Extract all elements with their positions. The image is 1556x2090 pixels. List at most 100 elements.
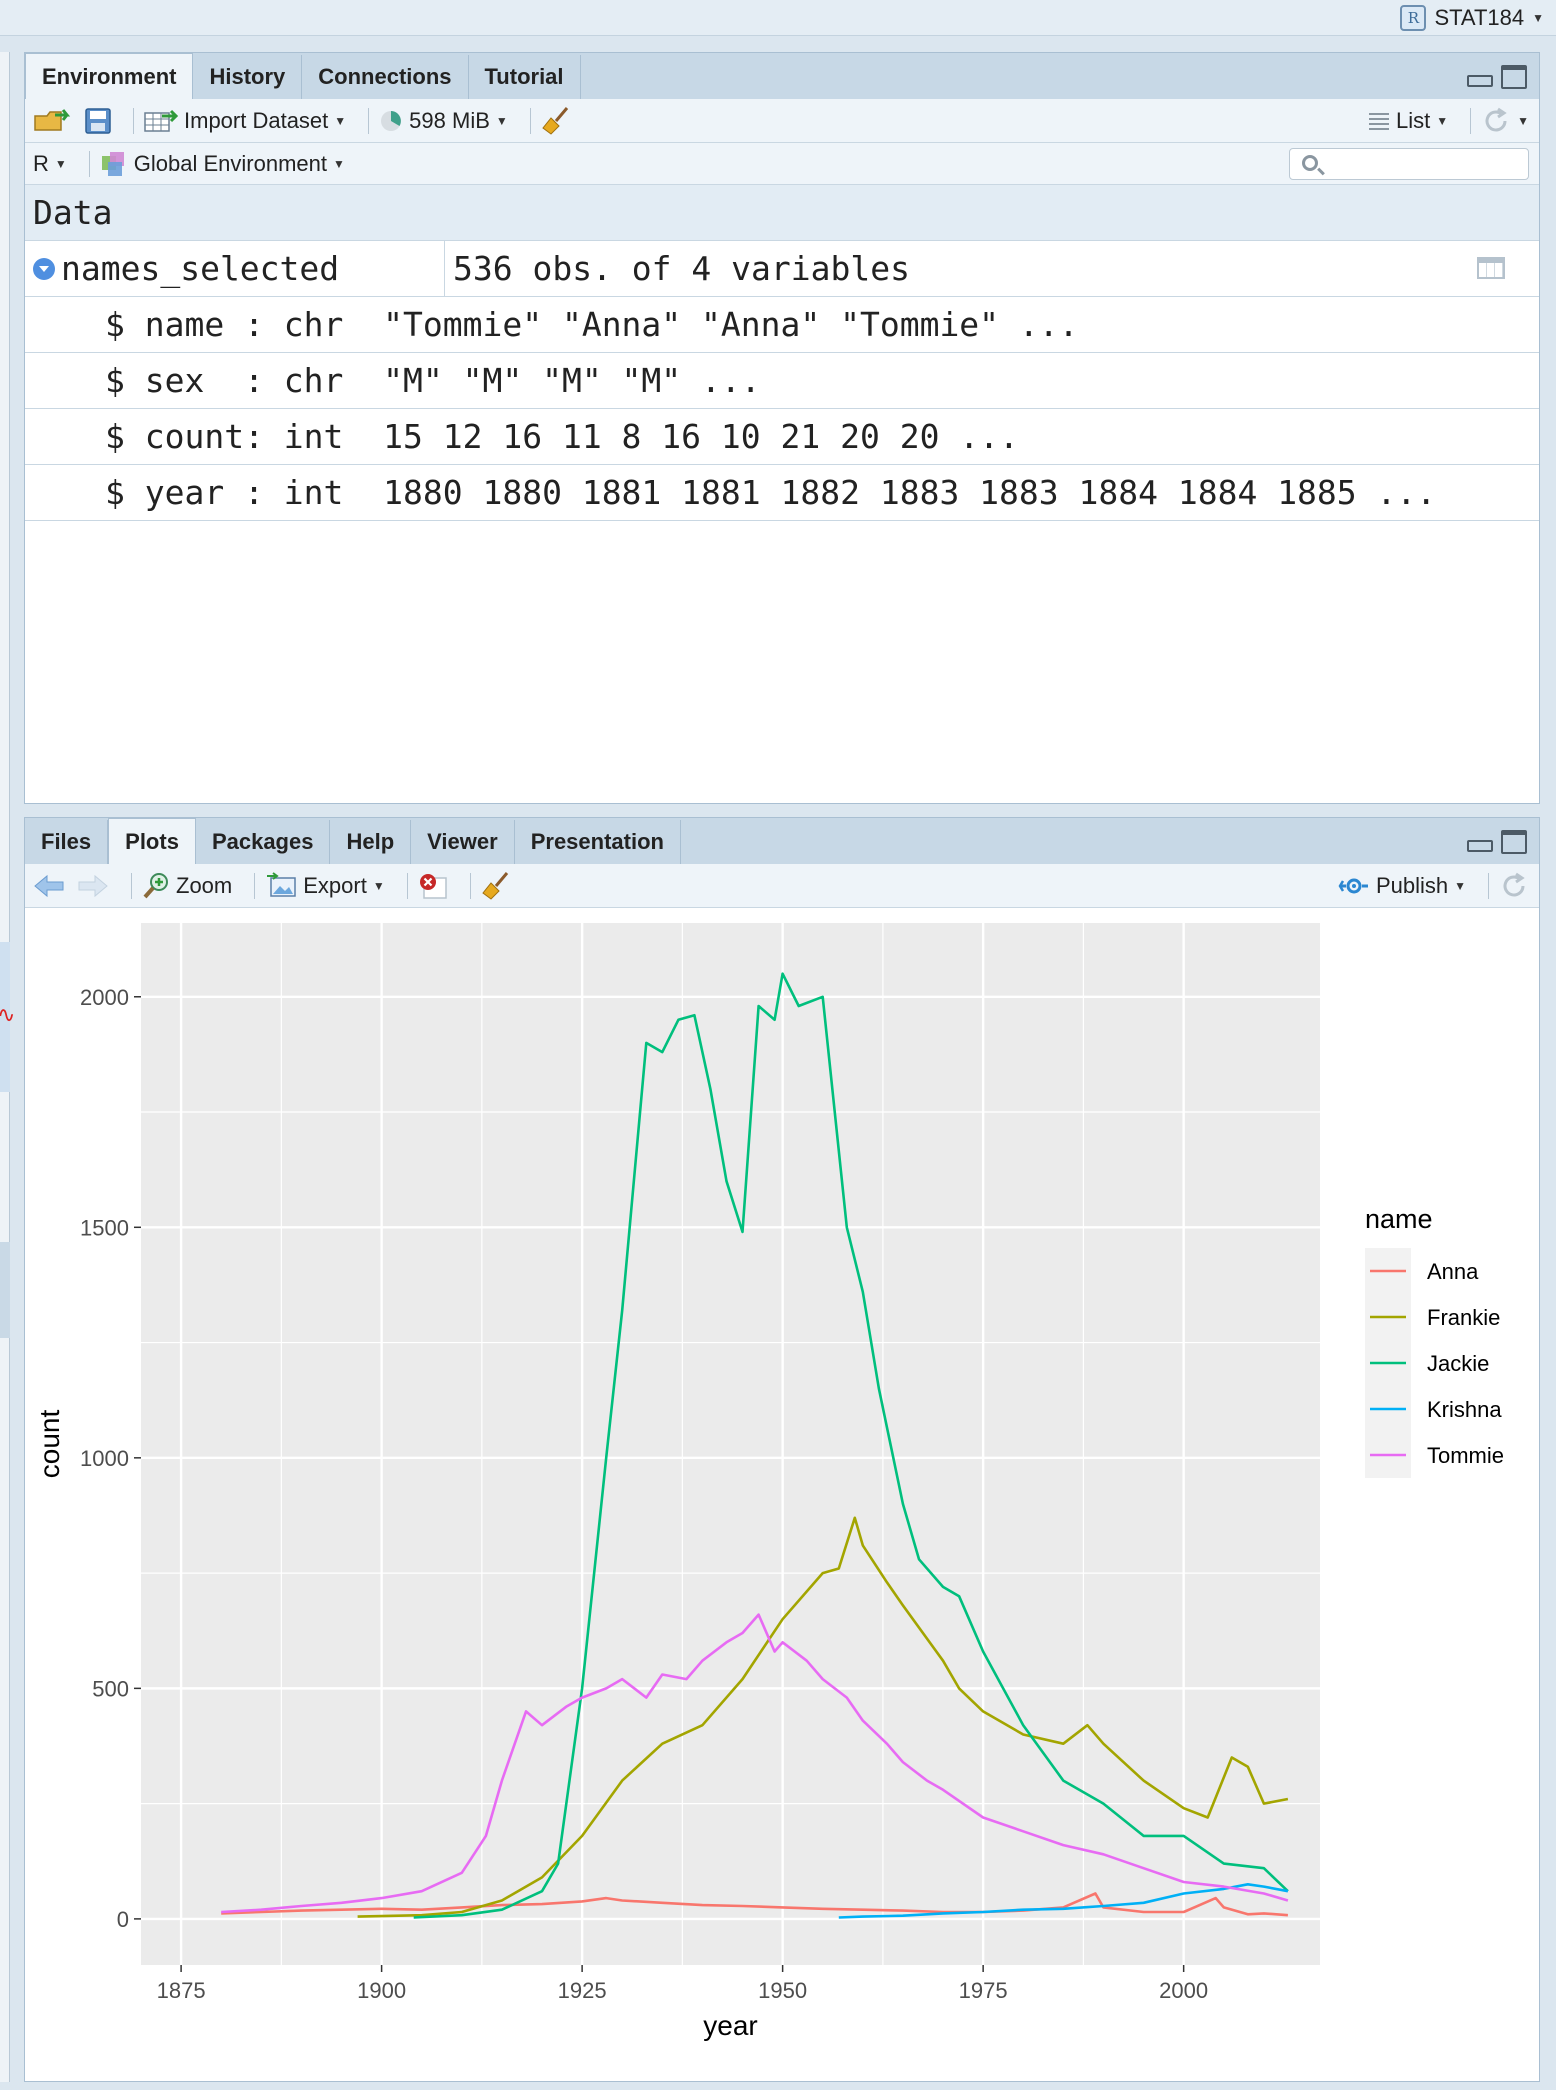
- clear-all-plots-button[interactable]: [481, 871, 511, 901]
- env-toolbar-2: R ▼ Global Environment ▼: [25, 143, 1539, 185]
- tab-packages[interactable]: Packages: [195, 820, 331, 864]
- files-tabbar: Files Plots Packages Help Viewer Present…: [25, 818, 1539, 864]
- tab-plots[interactable]: Plots: [108, 818, 196, 864]
- tab-files[interactable]: Files: [25, 820, 109, 864]
- view-table-icon[interactable]: [1477, 257, 1505, 279]
- refresh-icon: [1485, 107, 1507, 132]
- memory-usage-label: 598 MiB: [409, 107, 490, 133]
- object-description: 536 obs. of 4 variables: [453, 249, 910, 288]
- legend-label: Krishna: [1427, 1397, 1502, 1422]
- project-menu[interactable]: R STAT184 ▼: [1400, 4, 1544, 32]
- y-tick-label: 1500: [80, 1215, 129, 1240]
- y-tick-label: 1000: [80, 1446, 129, 1471]
- chevron-down-icon: ▼: [372, 878, 385, 893]
- left-pane-edge: ∿: [0, 52, 15, 2082]
- arrow-right-icon: [78, 874, 108, 897]
- top-bar: R STAT184 ▼: [0, 0, 1556, 36]
- y-tick-label: 2000: [80, 985, 129, 1010]
- plot-panel: [141, 923, 1320, 1965]
- series-line-krishna: [838, 1882, 1289, 1919]
- zoom-button[interactable]: Zoom: [142, 872, 232, 900]
- x-tick-label: 1975: [959, 1978, 1008, 2003]
- chevron-down-icon: ▼: [1532, 11, 1544, 25]
- view-mode-dropdown[interactable]: List ▼: [1368, 108, 1448, 134]
- publish-icon: [1338, 878, 1368, 894]
- x-tick-label: 1900: [357, 1978, 406, 2003]
- legend-title: name: [1365, 1204, 1433, 1234]
- plot-viewer: 1875 1900 1925 1950 1975 2000 0 500 1000 1500 2000…: [25, 908, 1539, 2081]
- series-line-anna: [221, 1892, 1288, 1917]
- variable-row: $ sex : chr "M" "M" "M" "M" ...: [25, 353, 1539, 409]
- next-plot-button[interactable]: [77, 873, 109, 899]
- series-line-tommie: [221, 1613, 1289, 1914]
- y-tick-label: 500: [92, 1676, 129, 1701]
- language-dropdown[interactable]: R ▼: [33, 151, 67, 177]
- list-icon: [1368, 113, 1389, 130]
- tab-presentation[interactable]: Presentation: [514, 820, 681, 864]
- object-row[interactable]: names_selected 536 obs. of 4 variables: [25, 240, 1539, 297]
- import-dataset-label: Import Dataset: [184, 107, 329, 133]
- series-line-frankie: [357, 1516, 1289, 1918]
- project-name: STAT184: [1434, 5, 1525, 30]
- export-label: Export: [303, 872, 367, 898]
- variable-row: $ year : int 1880 1880 1881 1881 1882 18…: [25, 465, 1539, 521]
- clear-workspace-button[interactable]: [541, 106, 571, 136]
- y-tick-label: 0: [117, 1907, 129, 1932]
- variable-row: $ name : chr "Tommie" "Anna" "Anna" "Tom…: [25, 297, 1539, 353]
- plots-pane: Files Plots Packages Help Viewer Present…: [24, 817, 1540, 2082]
- series-line-jackie: [413, 972, 1289, 1919]
- import-dataset-button[interactable]: Import Dataset ▼: [144, 108, 346, 134]
- tab-tutorial[interactable]: Tutorial: [468, 55, 581, 99]
- environment-cubes-icon: [101, 151, 124, 176]
- minimize-pane-button[interactable]: [1467, 75, 1493, 87]
- view-mode-label: List: [1395, 108, 1431, 133]
- memory-usage-button[interactable]: 598 MiB ▼: [379, 108, 508, 134]
- refresh-icon: [1503, 872, 1525, 897]
- zoom-label: Zoom: [176, 872, 233, 898]
- export-image-icon: [267, 871, 296, 897]
- chevron-down-icon: ▼: [1517, 114, 1529, 128]
- maximize-pane-button[interactable]: [1501, 830, 1527, 854]
- tab-environment[interactable]: Environment: [25, 53, 194, 99]
- chevron-down-icon: ▼: [1454, 879, 1466, 893]
- publish-dropdown[interactable]: Publish ▼: [1338, 872, 1466, 900]
- expand-toggle-icon[interactable]: [33, 257, 55, 280]
- chevron-down-icon: ▼: [1436, 114, 1449, 128]
- x-tick-label: 1925: [558, 1978, 607, 2003]
- load-workspace-button[interactable]: [33, 106, 73, 136]
- previous-plot-button[interactable]: [33, 873, 65, 899]
- x-tick-label: 1950: [758, 1978, 807, 2003]
- remove-plot-icon: [419, 873, 447, 899]
- environment-scope-dropdown[interactable]: Global Environment ▼: [100, 150, 345, 178]
- remove-plot-button[interactable]: [418, 872, 448, 900]
- object-name: names_selected: [61, 249, 340, 288]
- minimize-pane-button[interactable]: [1467, 840, 1493, 852]
- tab-connections[interactable]: Connections: [302, 55, 469, 99]
- chevron-down-icon: ▼: [333, 156, 345, 171]
- language-label: R: [33, 150, 49, 176]
- env-toolbar: Import Dataset ▼ 598 MiB ▼ List: [25, 99, 1539, 143]
- environment-pane: Environment History Connections Tutorial: [24, 52, 1540, 804]
- save-workspace-button[interactable]: [85, 107, 111, 134]
- open-folder-icon: [34, 108, 71, 131]
- legend-label: Tommie: [1427, 1443, 1504, 1468]
- maximize-pane-button[interactable]: [1501, 65, 1527, 89]
- x-tick-label: 2000: [1159, 1978, 1208, 2003]
- environment-search-input[interactable]: [1289, 148, 1529, 180]
- r-project-icon: R: [1400, 5, 1427, 31]
- legend-label: Jackie: [1427, 1351, 1489, 1376]
- chevron-down-icon: ▼: [54, 156, 67, 171]
- refresh-plot-button[interactable]: [1499, 871, 1529, 901]
- tab-history[interactable]: History: [193, 55, 303, 99]
- y-axis-label: count: [34, 1410, 65, 1479]
- variable-row: $ count: int 15 12 16 11 8 16 10 21 20 2…: [25, 409, 1539, 465]
- export-dropdown[interactable]: Export ▼: [265, 871, 385, 900]
- tab-help[interactable]: Help: [330, 820, 412, 864]
- save-icon: [85, 107, 111, 134]
- legend-label: Anna: [1427, 1259, 1479, 1284]
- x-tick-label: 1875: [157, 1978, 206, 2003]
- tab-viewer[interactable]: Viewer: [411, 820, 515, 864]
- arrow-left-icon: [34, 874, 64, 897]
- publish-label: Publish: [1375, 873, 1449, 898]
- refresh-environment-button[interactable]: ▼: [1481, 106, 1529, 136]
